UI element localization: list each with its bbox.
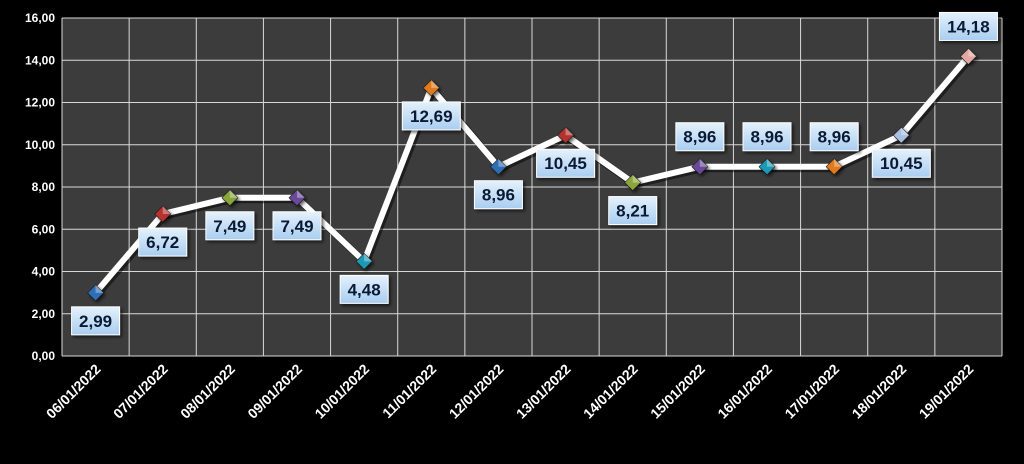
x-tick-label: 14/01/2022 [580,361,641,422]
data-label-text: 10,45 [880,154,923,173]
x-tick-label: 12/01/2022 [446,361,507,422]
data-point-marker [288,189,306,207]
data-label-text: 8,96 [482,186,515,205]
data-label: 8,96 [809,122,859,152]
data-label-text: 7,49 [280,217,313,236]
data-labels: 2,99 6,72 7,49 7,49 4,48 12,69 8,96 10,45 8,21 8,… [71,11,998,336]
x-tick-label: 13/01/2022 [513,361,574,422]
x-tick-label: 16/01/2022 [714,361,775,422]
series-line [93,54,974,298]
y-tick-label: 0,00 [32,349,56,363]
x-tick-label: 19/01/2022 [916,361,977,422]
data-label: 6,72 [138,227,188,257]
data-label: 10,45 [871,148,931,178]
data-label-text: 8,96 [683,128,716,147]
x-tick-label: 07/01/2022 [110,361,171,422]
x-tick-label: 17/01/2022 [781,361,842,422]
data-label: 4,48 [339,274,389,304]
data-label-text: 4,48 [348,280,381,299]
data-label-text: 8,96 [818,128,851,147]
data-point-marker [154,205,172,223]
data-label-text: 8,96 [750,128,783,147]
x-tick-label: 10/01/2022 [311,361,372,422]
data-label: 7,49 [272,211,322,241]
data-label: 7,49 [205,211,255,241]
data-label-text: 2,99 [79,312,112,331]
data-point-marker [87,284,104,302]
y-tick-label: 2,00 [32,307,56,321]
data-label: 12,69 [401,101,461,131]
y-tick-label: 4,00 [32,265,56,279]
data-point-marker [355,252,373,270]
y-tick-label: 12,00 [25,96,55,110]
y-tick-label: 16,00 [25,11,55,25]
data-point-marker [691,158,709,176]
x-tick-label: 11/01/2022 [379,361,439,421]
y-tick-label: 14,00 [25,53,55,67]
y-tick-label: 6,00 [32,222,56,236]
data-point-marker [825,158,843,176]
data-point-marker [960,48,977,65]
y-tick-label: 8,00 [32,180,56,194]
data-point-marker [892,126,910,144]
data-point-marker [624,174,642,191]
series-line-path [93,54,971,295]
data-label: 10,45 [536,148,596,178]
x-axis-ticks: 06/01/2022 07/01/2022 08/01/2022 09/01/2022… [43,361,977,422]
x-tick-label: 08/01/2022 [177,361,238,422]
data-label: 8,21 [608,196,658,226]
data-label-text: 14,18 [947,17,990,36]
data-label-text: 12,69 [410,107,453,126]
data-label: 8,96 [473,180,523,210]
data-label: 14,18 [938,11,998,41]
data-point-marker [422,79,440,97]
x-tick-label: 06/01/2022 [43,361,104,422]
data-point-marker [758,158,776,176]
data-label-text: 10,45 [544,154,587,173]
data-point-marker [557,126,574,144]
y-tick-label: 10,00 [25,138,55,152]
x-tick-label: 09/01/2022 [244,361,305,422]
x-tick-label: 15/01/2022 [647,361,708,422]
y-axis-ticks: 0,00 2,00 4,00 6,00 8,00 10,00 12,00 14,00 16,00 [25,11,55,363]
data-point-marker [221,189,239,207]
data-label-text: 7,49 [213,217,246,236]
data-label: 8,96 [742,122,792,152]
data-point-marker [490,158,507,176]
data-label-text: 6,72 [146,233,179,252]
x-tick-label: 18/01/2022 [849,361,910,422]
data-label: 8,96 [675,122,725,152]
data-label: 2,99 [71,306,121,336]
data-label-text: 8,21 [616,202,649,221]
series-markers [87,48,977,302]
